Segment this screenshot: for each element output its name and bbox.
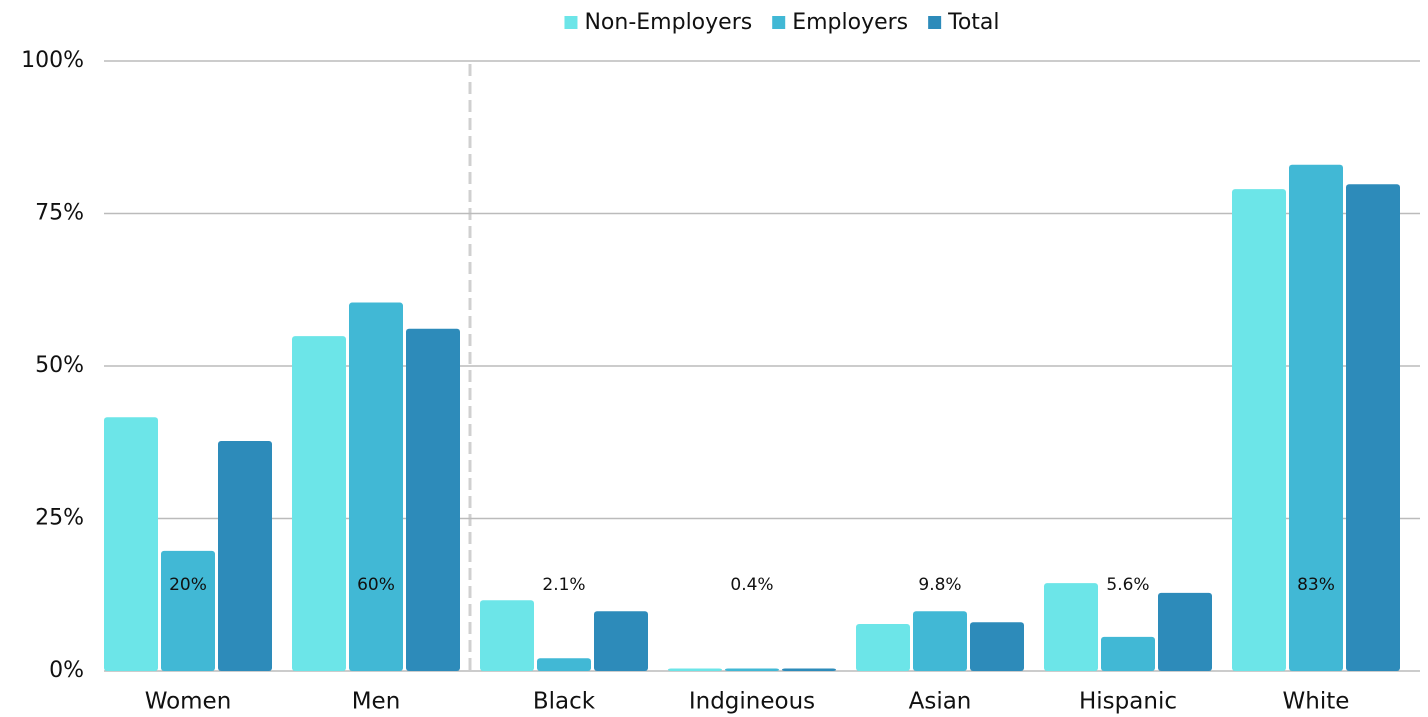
bar — [406, 328, 460, 671]
bar — [1232, 189, 1286, 671]
bar — [782, 668, 836, 671]
bar — [970, 622, 1024, 671]
bar — [480, 600, 534, 671]
y-tick-label: 0% — [49, 658, 84, 683]
legend-swatch — [928, 16, 942, 29]
bar — [104, 417, 158, 671]
x-tick-label: Asian — [909, 689, 972, 715]
bar — [856, 624, 910, 671]
y-tick-label: 75% — [35, 201, 84, 226]
bar — [537, 658, 591, 671]
x-tick-label: Men — [352, 689, 401, 715]
bar — [1101, 636, 1155, 671]
y-tick-label: 25% — [35, 506, 84, 531]
legend-swatch — [564, 16, 578, 29]
bar — [349, 302, 403, 671]
data-label: 20% — [169, 575, 207, 595]
bar — [1044, 583, 1098, 671]
x-tick-label: White — [1283, 689, 1350, 715]
legend-label: Non-Employers — [584, 10, 752, 35]
bar — [668, 668, 722, 671]
bar — [913, 611, 967, 671]
bar — [292, 336, 346, 671]
bar — [161, 550, 215, 671]
bar — [594, 611, 648, 671]
y-tick-label: 100% — [21, 48, 84, 73]
bar — [1289, 164, 1343, 671]
bar — [218, 441, 272, 671]
x-tick-label: Women — [145, 689, 232, 715]
data-label: 9.8% — [918, 575, 961, 595]
legend-item: Employers — [772, 10, 908, 35]
data-label: 0.4% — [730, 575, 773, 595]
y-tick-label: 50% — [35, 353, 84, 378]
data-label: 83% — [1297, 575, 1335, 595]
legend-label: Total — [947, 10, 999, 35]
legend-label: Employers — [792, 10, 908, 35]
bar — [1346, 184, 1400, 671]
bar — [725, 668, 779, 671]
data-label: 2.1% — [542, 575, 585, 595]
legend-item: Non-Employers — [564, 10, 752, 35]
legend-swatch — [772, 16, 786, 29]
data-label: 5.6% — [1106, 575, 1149, 595]
bar — [1158, 592, 1212, 671]
x-tick-label: Hispanic — [1079, 689, 1177, 715]
x-tick-label: Black — [533, 689, 596, 715]
data-label: 60% — [357, 575, 395, 595]
x-tick-label: Indgineous — [689, 689, 815, 715]
legend-item: Total — [928, 10, 1000, 35]
